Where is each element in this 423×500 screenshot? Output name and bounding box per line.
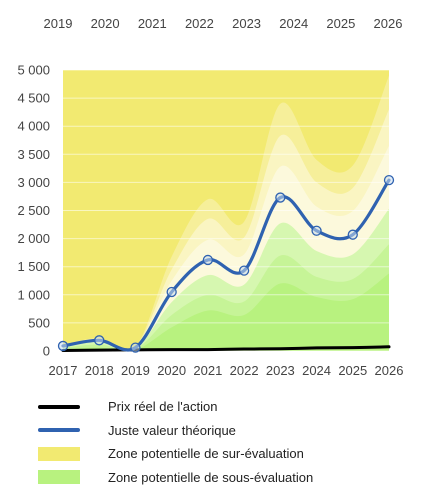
legend-label-fair-value: Juste valeur théorique [108, 422, 236, 438]
fair-value-point [311, 225, 322, 236]
fair-value-point [383, 175, 395, 186]
fair-value-point [130, 342, 141, 353]
y-tick-label: 4 000 [17, 119, 50, 134]
top-year-axis: 2019 2020 2021 2022 2023 2024 2025 2026 [44, 16, 403, 31]
y-tick-label: 3 000 [17, 175, 50, 190]
legend-swatch-actual-price [38, 404, 80, 409]
x-tick-label-bottom: 2019 [121, 363, 150, 378]
x-tick-label-bottom: 2017 [49, 363, 78, 378]
x-tick-label-top: 2023 [232, 16, 261, 31]
data-points [57, 175, 395, 353]
x-tick-label-bottom: 2022 [230, 363, 259, 378]
y-axis: 0 500 1 000 1 500 2 000 2 500 3 000 3 500 4 000 4… [17, 63, 50, 359]
x-tick-label-top: 2021 [138, 16, 167, 31]
actual-price-line [61, 345, 391, 352]
x-tick-label-top: 2026 [374, 16, 403, 31]
x-tick-label-bottom: 2024 [302, 363, 331, 378]
fair-value-point [57, 340, 69, 352]
y-tick-label: 4 500 [17, 91, 50, 106]
x-tick-label-top: 2024 [279, 16, 308, 31]
fair-value-line [61, 178, 391, 352]
fair-value-point [166, 286, 177, 298]
fair-value-point [275, 192, 286, 203]
fair-value-point [94, 335, 105, 346]
y-tick-label: 1 500 [17, 259, 50, 274]
series-lines [61, 178, 391, 352]
legend-item-undervaluation: Zone potentielle de sous-évaluation [38, 466, 408, 490]
undervaluation-zone [63, 273, 389, 351]
legend-swatch-overvaluation [38, 446, 80, 461]
legend-label-overvaluation: Zone potentielle de sur-évaluation [108, 446, 304, 462]
x-tick-label-top: 2025 [326, 16, 355, 31]
legend-item-fair-value: Juste valeur théorique [38, 419, 408, 443]
legend-swatch-undervaluation [38, 470, 80, 485]
y-tick-label: 1 000 [17, 287, 50, 302]
fair-value-point [347, 229, 358, 240]
x-tick-label-top: 2019 [44, 16, 73, 31]
x-tick-label-bottom: 2021 [193, 363, 222, 378]
fair-value-point [238, 265, 250, 276]
y-tick-label: 2 000 [17, 231, 50, 246]
y-tick-label: 3 500 [17, 147, 50, 162]
legend-item-actual-price: Prix réel de l'action [38, 395, 408, 419]
fair-value-point [202, 254, 214, 266]
legend-label-actual-price: Prix réel de l'action [108, 399, 218, 415]
legend-label-undervaluation: Zone potentielle de sous-évaluation [108, 469, 314, 485]
x-tick-label-bottom: 2023 [266, 363, 295, 378]
x-tick-label-top: 2020 [91, 16, 120, 31]
valuation-chart: 2019 2020 2021 2022 2023 2024 2025 2026 0 500 1 0… [17, 16, 404, 378]
legend-swatch-fair-value [38, 428, 80, 433]
y-tick-label: 5 000 [17, 63, 50, 78]
x-tick-label-bottom: 2026 [375, 363, 404, 378]
legend-item-overvaluation: Zone potentielle de sur-évaluation [38, 442, 408, 466]
y-tick-label: 500 [28, 315, 50, 330]
x-tick-label-top: 2022 [185, 16, 214, 31]
x-tick-label-bottom: 2020 [157, 363, 186, 378]
legend: Prix réel de l'action Juste valeur théor… [38, 395, 408, 489]
bottom-year-axis: 2017 2018 2019 2020 2021 2022 2023 2024 2025 2026 [49, 363, 404, 378]
x-tick-label-bottom: 2018 [85, 363, 114, 378]
y-tick-label: 2 500 [17, 203, 50, 218]
x-tick-label-bottom: 2025 [338, 363, 367, 378]
y-tick-label: 0 [43, 344, 50, 359]
